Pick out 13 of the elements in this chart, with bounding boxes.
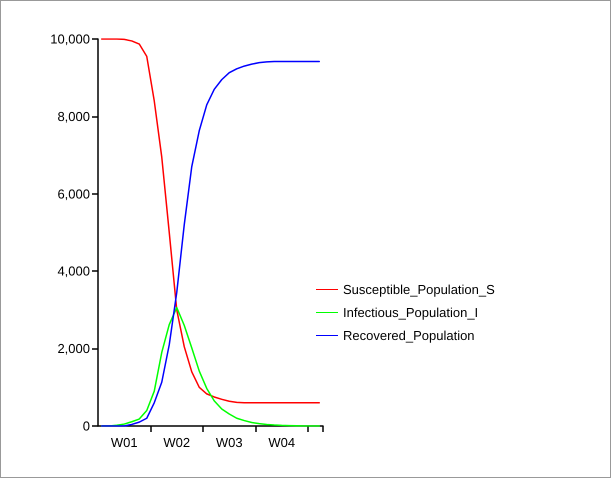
y-tick-label: 10,000 <box>50 32 90 46</box>
legend-label: Susceptible_Population_S <box>343 282 496 297</box>
y-tick-label: 8,000 <box>57 108 90 124</box>
y-tick-label: 6,000 <box>57 186 90 202</box>
x-tick-label: W04 <box>268 435 296 450</box>
y-tick-label: 4,000 <box>57 264 90 279</box>
legend-label: Infectious_Population_I <box>343 305 478 320</box>
y-tick-label: 2,000 <box>57 341 90 356</box>
x-tick-label: W01 <box>110 435 138 450</box>
legend-label: Recovered_Population <box>343 328 475 343</box>
x-tick-label: W03 <box>216 435 243 450</box>
y-tick-label: 0 <box>82 418 90 434</box>
x-tick-label: W02 <box>163 435 190 450</box>
